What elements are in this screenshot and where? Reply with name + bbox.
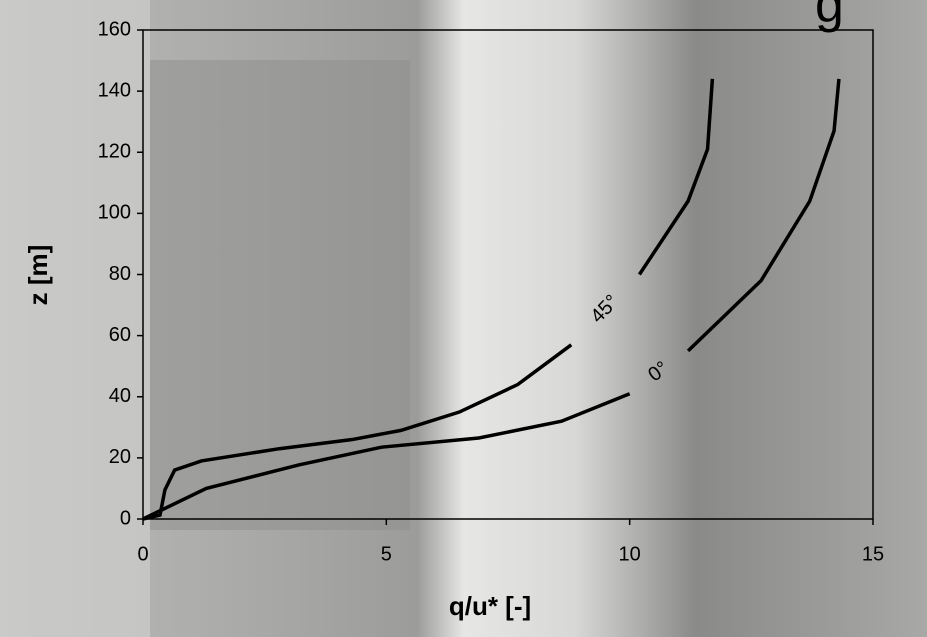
y-tick-label: 80 [109, 263, 131, 285]
y-tick-label: 160 [98, 18, 131, 40]
x-axis-label: q/u* [-] [449, 591, 531, 621]
y-tick-label: 60 [109, 324, 131, 346]
line [142, 78, 715, 521]
y-tick-label: 100 [98, 202, 131, 224]
line [142, 78, 841, 521]
y-tick-label: 140 [98, 79, 131, 101]
y-tick-label: 20 [109, 446, 131, 468]
background-shape [0, 0, 150, 637]
y-tick-label: 120 [98, 141, 131, 163]
x-tick-label: 10 [619, 543, 641, 565]
x-tick-label: 0 [137, 543, 148, 565]
x-tick-label: 5 [381, 543, 392, 565]
y-tick-label: 40 [109, 385, 131, 407]
y-tick-label: 0 [120, 507, 131, 529]
background-shape [150, 60, 410, 530]
chart-title: g [815, 0, 844, 34]
y-axis-label: z [m] [23, 245, 53, 306]
x-tick-label: 15 [862, 543, 884, 565]
